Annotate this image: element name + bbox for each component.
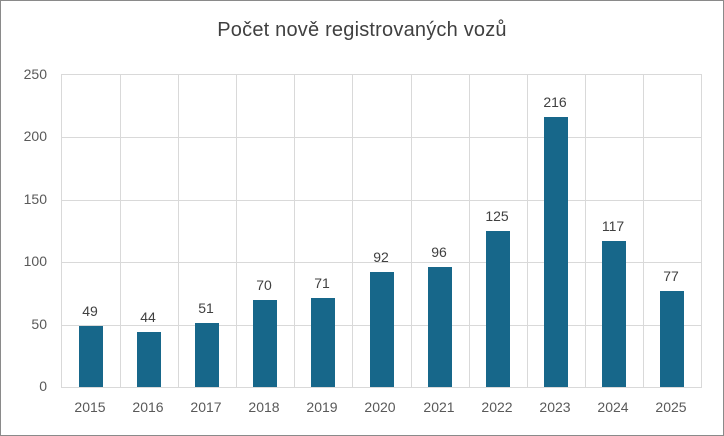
vertical-gridline — [236, 75, 237, 387]
bar-value-label: 70 — [256, 277, 272, 293]
vertical-gridline — [527, 75, 528, 387]
bar-value-label: 77 — [663, 268, 679, 284]
bar-value-label: 71 — [314, 275, 330, 291]
bar-2021 — [428, 267, 452, 387]
x-tick-label-2020: 2020 — [364, 399, 396, 415]
vertical-gridline — [469, 75, 470, 387]
bar-value-label: 96 — [431, 244, 447, 260]
x-tick-label-2021: 2021 — [423, 399, 455, 415]
vertical-gridline — [411, 75, 412, 387]
bar-2023 — [544, 117, 568, 387]
y-tick-label: 50 — [31, 315, 47, 332]
x-tick-label-2017: 2017 — [190, 399, 222, 415]
bar-2017 — [195, 323, 219, 387]
horizontal-gridline — [62, 137, 701, 139]
bar-2020 — [370, 272, 394, 387]
vertical-gridline — [643, 75, 644, 387]
bar-2015 — [79, 326, 103, 387]
bar-2024 — [602, 241, 626, 387]
vertical-gridline — [294, 75, 295, 387]
bar-2018 — [253, 300, 277, 387]
x-tick-label-2025: 2025 — [655, 399, 687, 415]
y-tick-label: 200 — [23, 128, 47, 145]
y-tick-label: 150 — [23, 190, 47, 207]
horizontal-gridline — [62, 199, 701, 201]
vertical-gridline — [120, 75, 121, 387]
horizontal-gridline — [62, 262, 701, 264]
bar-2019 — [311, 298, 335, 387]
bar-value-label: 117 — [601, 218, 625, 234]
bar-2025 — [660, 291, 684, 387]
bar-2016 — [137, 332, 161, 387]
chart-title: Počet nově registrovaných vozů — [217, 19, 507, 41]
bar-value-label: 92 — [373, 249, 389, 265]
x-tick-label-2018: 2018 — [248, 399, 280, 415]
x-tick-label-2023: 2023 — [539, 399, 571, 415]
vertical-gridline — [352, 75, 353, 387]
vertical-gridline — [178, 75, 179, 387]
plot-area — [61, 74, 702, 388]
y-tick-label: 250 — [23, 66, 47, 82]
x-tick-label-2016: 2016 — [132, 399, 164, 415]
bar-value-label: 49 — [82, 303, 98, 319]
vertical-gridline — [585, 75, 586, 387]
y-tick-label: 0 — [39, 378, 47, 394]
bar-value-label: 44 — [140, 309, 156, 325]
x-tick-label-2015: 2015 — [74, 399, 106, 415]
x-tick-label-2019: 2019 — [306, 399, 338, 415]
x-tick-label-2022: 2022 — [481, 399, 513, 415]
x-tick-label-2024: 2024 — [597, 399, 629, 415]
bar-value-label: 125 — [485, 208, 509, 224]
bar-value-label: 51 — [198, 300, 214, 316]
bar-2022 — [486, 231, 510, 387]
y-tick-label: 100 — [23, 253, 47, 270]
bar-value-label: 216 — [543, 94, 567, 110]
